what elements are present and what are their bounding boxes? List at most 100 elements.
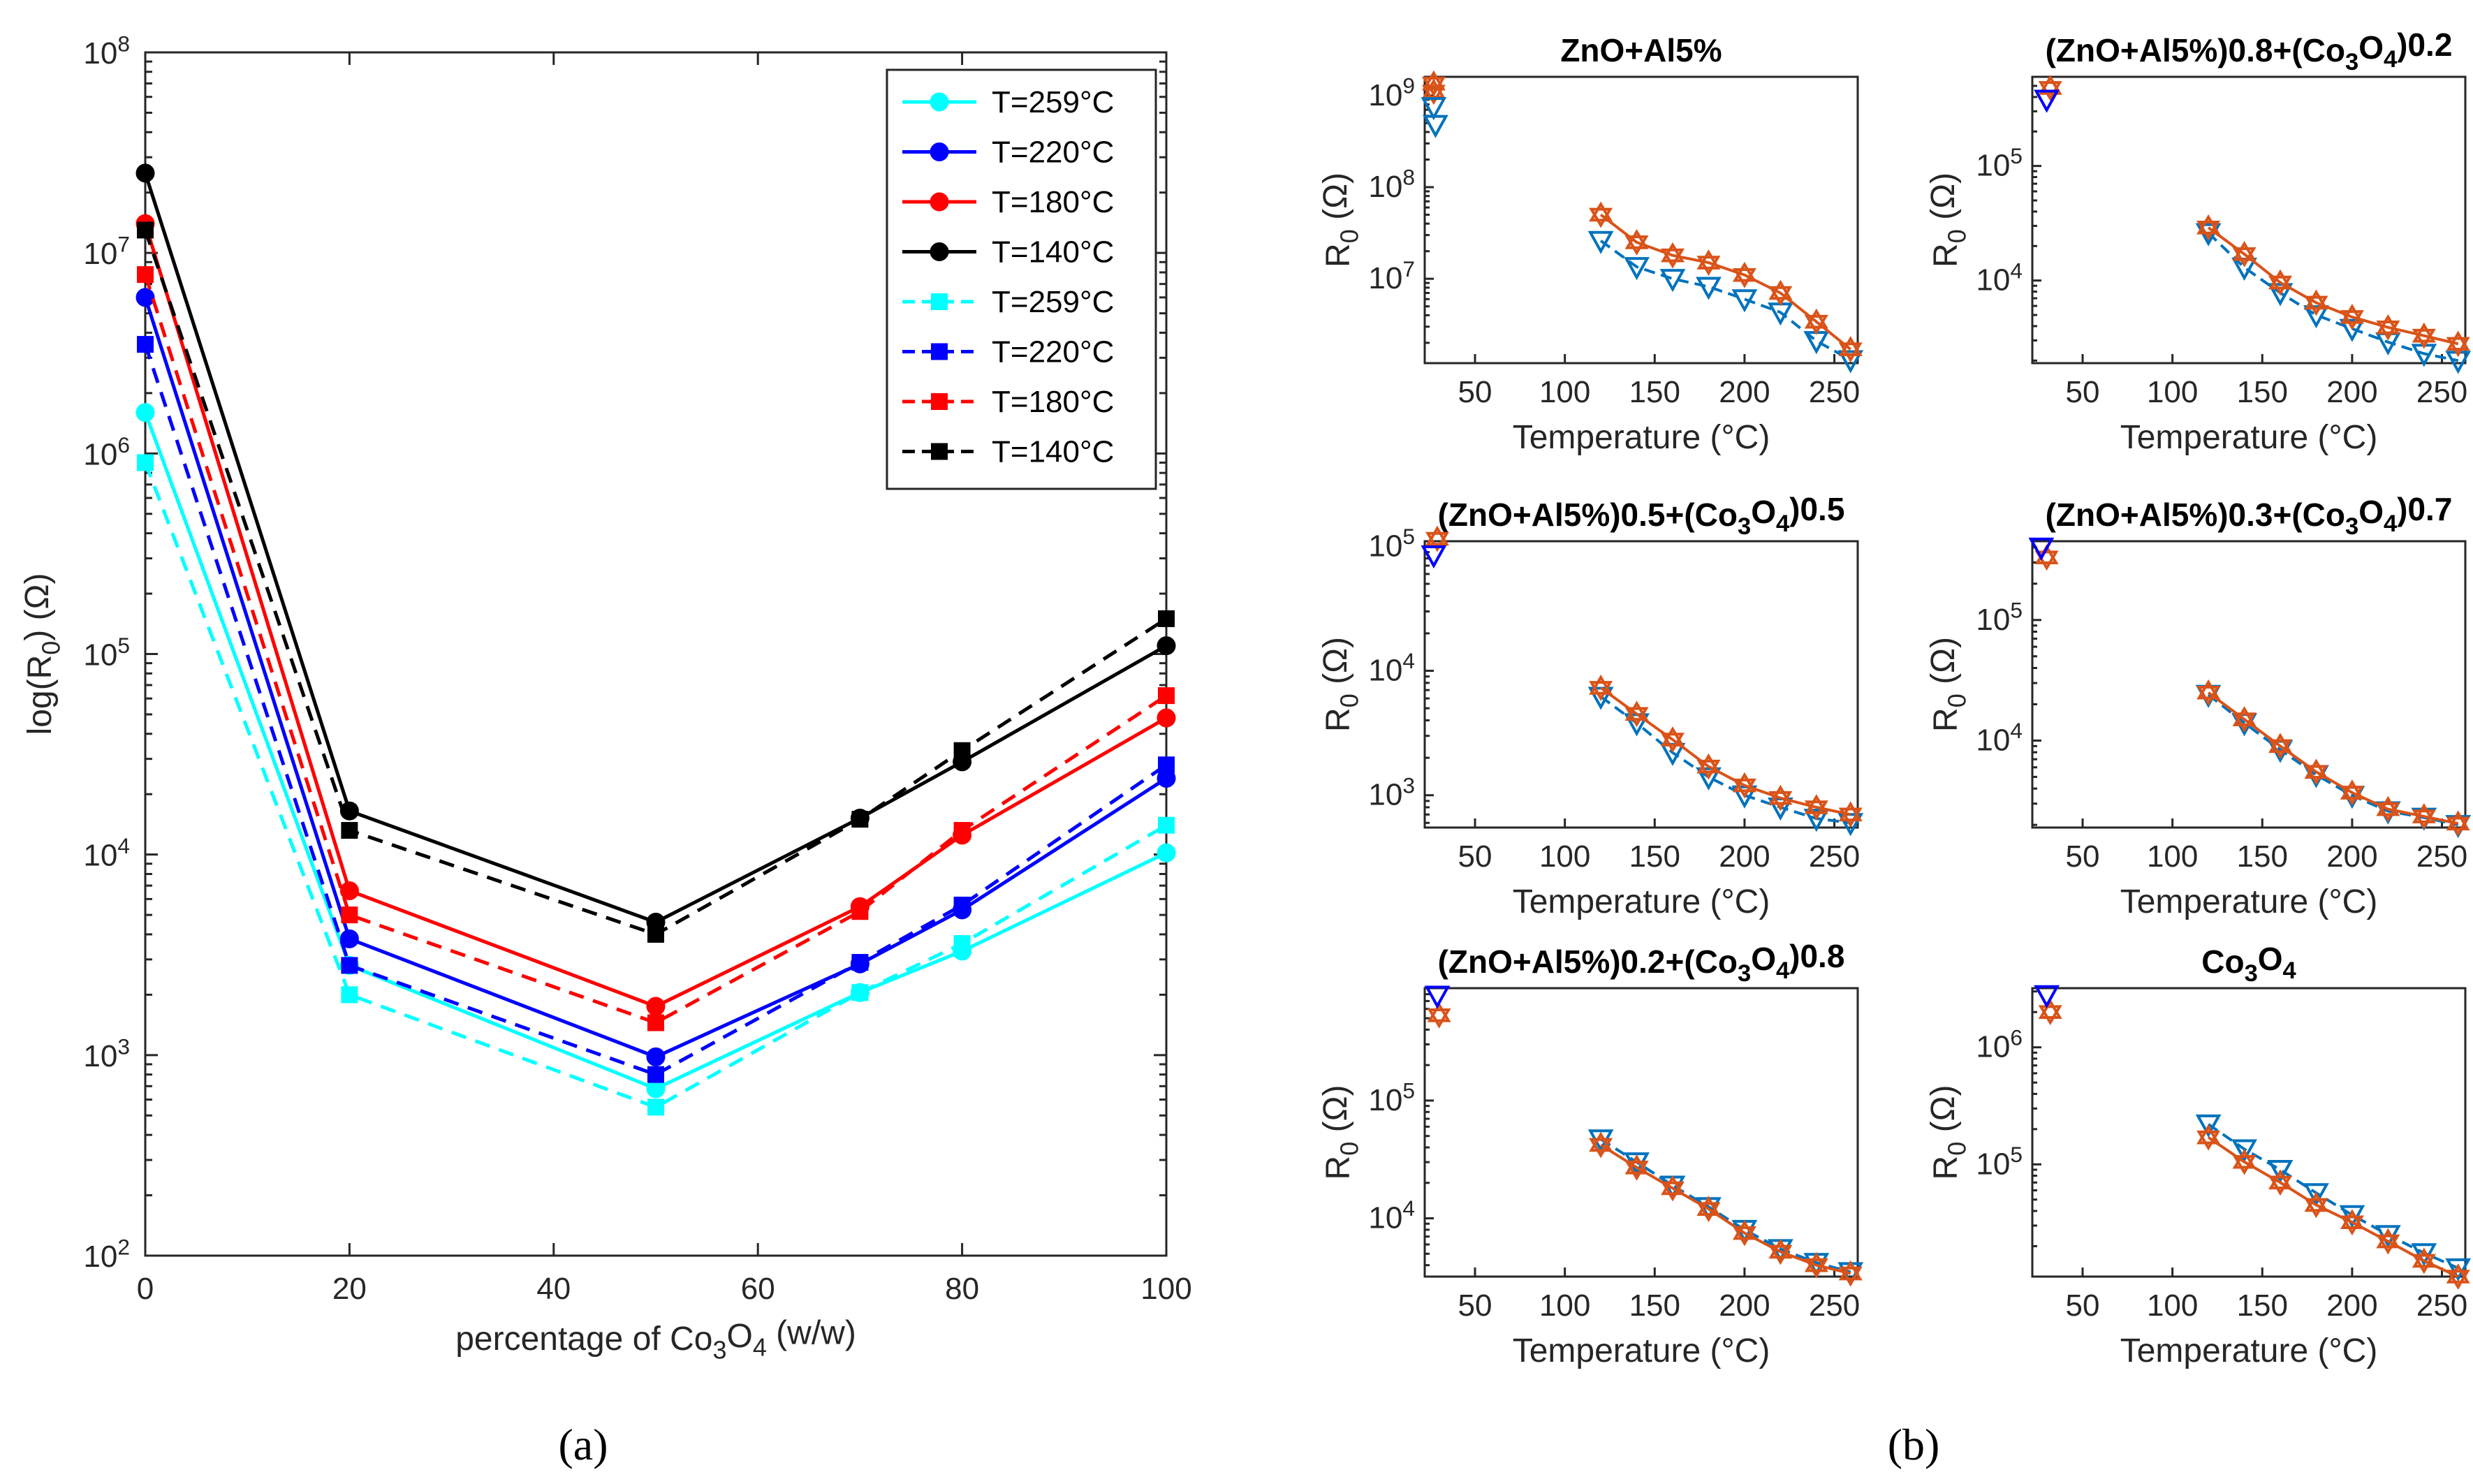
data-point-hexagram: [2232, 712, 2256, 733]
x-axis-label: Temperature (°C): [2120, 883, 2378, 920]
tick-base: 10: [1976, 603, 2010, 637]
x-tick-label: 150: [1629, 375, 1680, 409]
subscript-text: 4: [1776, 957, 1789, 984]
label-segment: (ZnO+Al5%)0.8+(: [2046, 32, 2303, 68]
series-line: [2207, 1136, 2459, 1278]
tick-base: 10: [83, 1240, 117, 1274]
tick-base: 10: [1368, 654, 1402, 688]
y-tick-label: 107: [83, 232, 130, 271]
series-line: [1599, 240, 1851, 362]
data-point-hexagram: [1768, 279, 1793, 300]
subscript-text: 4: [2384, 46, 2397, 73]
label-segment: (Ω): [1925, 1085, 1962, 1142]
data-point-circle: [930, 142, 949, 161]
subscript-text: 0: [1943, 1142, 1972, 1156]
data-point-square: [931, 343, 948, 360]
series-line: [143, 223, 1168, 1008]
label-segment: O: [2358, 29, 2384, 66]
subscript-text: 3: [712, 1336, 726, 1365]
tick-base: 10: [83, 638, 117, 673]
series-line: [1600, 1138, 1851, 1274]
x-tick-label: 250: [1809, 839, 1860, 874]
data-point-triangle: [1421, 97, 1447, 121]
data-point-square: [647, 1099, 664, 1116]
tick-base: 10: [1368, 1201, 1402, 1235]
label-segment: O: [2358, 494, 2384, 530]
label-segment: (Ω): [1317, 172, 1354, 229]
label-segment: R: [1320, 707, 1357, 732]
data-point-triangle: [1803, 809, 1830, 832]
tick-base: 10: [83, 237, 117, 271]
data-point-hexagram: [1732, 778, 1756, 799]
data-point-hexagram: [1696, 256, 1721, 277]
y-tick-label: 104: [1976, 718, 2023, 757]
data-point-square: [953, 896, 971, 913]
x-tick-label: 20: [332, 1272, 367, 1306]
data-point-triangle: [1696, 277, 1722, 300]
y-tick-label: 105: [1976, 1142, 2023, 1181]
data-point-hexagram: [1589, 681, 1613, 701]
label-segment: (Ω): [1317, 637, 1354, 693]
data-point-triangle: [2303, 305, 2329, 329]
data-point-square: [137, 221, 154, 239]
subplot-title: (ZnO+Al5%)0.3+(Co3O4)0.7: [2046, 491, 2453, 540]
data-point-hexagram: [2446, 337, 2470, 358]
data-point-hexagram: [1838, 342, 1863, 363]
tick-exponent: 5: [2010, 597, 2023, 622]
data-point-square: [953, 935, 971, 953]
subscript-text: 0: [1335, 1142, 1364, 1156]
x-axis-label: Temperature (°C): [2120, 419, 2378, 456]
data-point-hexagram: [1624, 229, 1649, 249]
x-tick-label: 250: [1809, 375, 1860, 409]
data-point-hexagram: [1732, 772, 1756, 793]
tick-base: 10: [83, 1039, 117, 1073]
data-point-triangle: [2267, 283, 2294, 307]
label-segment: (Ω): [1925, 637, 1962, 693]
data-point-hexagram: [2376, 314, 2400, 335]
data-point-hexagram: [2232, 240, 2256, 261]
tick-base: 10: [83, 437, 117, 471]
label-segment: )0.7: [2397, 491, 2452, 527]
tick-exponent: 4: [2010, 718, 2023, 743]
data-point-hexagram: [1804, 314, 1828, 335]
series-line: [143, 344, 1168, 1077]
label-segment: O: [726, 1318, 752, 1355]
data-point-hexagram: [2376, 795, 2400, 816]
data-point-hexagram: [2304, 1198, 2328, 1219]
data-point-hexagram: [1838, 1266, 1863, 1287]
y-tick-label: 105: [1368, 1078, 1415, 1117]
data-point-hexagram: [1661, 726, 1685, 747]
data-point-hexagram: [1804, 1251, 1828, 1272]
data-point-circle: [1157, 843, 1176, 862]
data-point-square: [851, 954, 869, 971]
tick-base: 10: [83, 839, 117, 873]
y-tick-label: 106: [83, 432, 130, 471]
subscript-text: 4: [2384, 510, 2397, 537]
y-tick-label: 102: [83, 1235, 130, 1274]
data-point-hexagram: [2034, 550, 2059, 571]
tick-exponent: 4: [1402, 648, 1415, 673]
tick-exponent: 5: [1402, 524, 1415, 549]
legend-entry: T=220°C: [992, 335, 1114, 369]
data-point-hexagram: [2376, 320, 2400, 341]
data-point-hexagram: [2038, 74, 2062, 95]
data-point-square: [851, 984, 869, 1001]
data-point-circle: [930, 192, 949, 212]
data-point-hexagram: [2412, 1247, 2436, 1268]
series-line: [143, 297, 1168, 1059]
x-tick-label: 50: [1458, 839, 1492, 874]
x-tick-label: 50: [2066, 839, 2100, 874]
y-tick-label: 105: [1976, 597, 2023, 636]
data-point-hexagram: [2446, 1263, 2470, 1284]
data-point-triangle: [2034, 985, 2060, 1008]
x-axis-label: Temperature (°C): [1513, 883, 1770, 920]
label-segment: ZnO+Al5%: [1560, 32, 1722, 68]
data-point-square: [341, 906, 358, 924]
x-tick-label: 100: [2147, 375, 2198, 409]
data-point-square: [647, 925, 664, 943]
series-line: [143, 462, 1168, 1110]
tick-exponent: 6: [117, 432, 130, 457]
y-tick-label: 105: [1368, 524, 1415, 563]
